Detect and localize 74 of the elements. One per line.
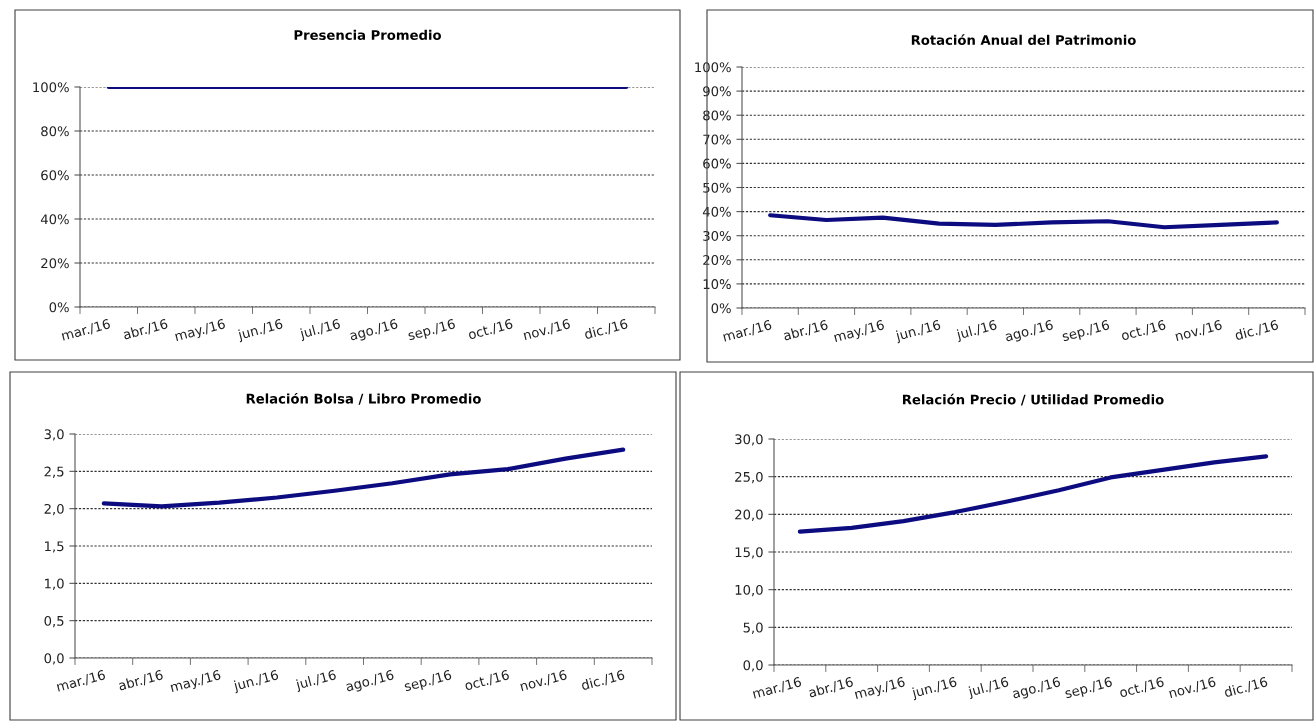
y-tick-label: 50%	[703, 182, 731, 193]
y-tick-label: 0,5	[44, 615, 64, 628]
y-tick-label: 20,0	[735, 509, 763, 521]
y-tick-label: 0,0	[743, 660, 763, 672]
x-tick-label: jul./16	[294, 669, 338, 693]
y-tick-label: 0,0	[44, 653, 64, 665]
x-tick-label: ago./16	[345, 669, 395, 695]
x-tick-label: dic./16	[1234, 319, 1279, 342]
x-tick-label: ago./16	[349, 318, 399, 344]
x-tick-label: dic./16	[580, 669, 626, 692]
y-tick-label: 1,0	[45, 578, 64, 590]
x-tick-label: oct./16	[467, 318, 514, 341]
chart-title: Rotación Anual del Patrimonio	[911, 34, 1136, 45]
y-tick-label: 0%	[711, 303, 731, 314]
x-tick-label: sep./16	[407, 318, 457, 343]
x-tick-label: mar./16	[56, 669, 106, 693]
y-tick-label: 20%	[41, 258, 69, 269]
x-tick-label: nov./16	[1168, 676, 1217, 700]
chart-title: Relación Bolsa / Libro Promedio	[246, 392, 481, 405]
x-tick-label: oct./16	[464, 669, 510, 692]
x-tick-label: ago./16	[1011, 676, 1062, 702]
x-tick-label: ago./16	[1004, 319, 1055, 345]
x-tick-label: may./16	[174, 318, 227, 344]
y-tick-label: 80%	[41, 126, 69, 137]
x-tick-label: jul./16	[955, 319, 998, 343]
y-tick-label: 20%	[703, 255, 731, 265]
chart-title: Relación Precio / Utilidad Promedio	[903, 393, 1164, 406]
y-tick-label: 40%	[702, 206, 731, 217]
x-tick-label: may./16	[169, 669, 222, 695]
x-tick-label: oct./16	[1120, 319, 1167, 342]
y-tick-label: 90%	[703, 86, 731, 97]
x-tick-label: jul./16	[298, 318, 342, 342]
y-tick-label: 10%	[703, 279, 731, 290]
y-tick-label: 3,0	[44, 429, 64, 441]
y-tick-label: 80%	[703, 110, 731, 121]
x-tick-label: oct./16	[1118, 676, 1165, 699]
y-tick-label: 70%	[703, 134, 731, 145]
y-tick-label: 1,5	[45, 541, 64, 553]
line-series	[768, 213, 1279, 230]
y-tick-label: 100%	[695, 62, 731, 73]
x-tick-label: abr./16	[122, 318, 169, 341]
y-tick-label: 2,5	[44, 466, 64, 478]
chart-title: Presencia Promedio	[294, 29, 441, 40]
line-series	[101, 447, 626, 509]
y-tick-label: 60%	[41, 170, 69, 181]
y-tick-label: 30,0	[735, 434, 763, 446]
y-tick-label: 25,0	[735, 471, 763, 484]
x-tick-label: mar./16	[722, 319, 773, 343]
x-tick-label: dic./16	[1223, 676, 1269, 699]
x-tick-label: mar./16	[61, 318, 111, 342]
y-tick-label: 30%	[703, 230, 731, 241]
y-tick-label: 15,0	[735, 547, 763, 559]
x-tick-label: dic./16	[583, 318, 629, 341]
x-tick-label: nov./16	[522, 318, 571, 342]
line-series	[797, 454, 1269, 534]
x-tick-label: may./16	[854, 676, 906, 702]
y-tick-label: 0%	[49, 302, 69, 313]
x-tick-label: abr./16	[117, 669, 164, 692]
y-tick-label: 10,0	[735, 584, 763, 597]
y-tick-label: 60%	[703, 158, 731, 169]
y-tick-label: 100%	[33, 82, 69, 93]
x-tick-label: abr./16	[782, 319, 829, 342]
x-tick-label: sep./16	[403, 669, 453, 694]
x-tick-label: may./16	[833, 319, 886, 345]
x-tick-label: nov./16	[519, 669, 568, 693]
y-tick-label: 5,0	[743, 622, 763, 634]
y-tick-label: 2,0	[44, 503, 64, 516]
x-tick-label: nov./16	[1174, 319, 1223, 343]
x-tick-label: jul./16	[967, 676, 1010, 700]
x-tick-label: sep./16	[1064, 676, 1114, 701]
x-tick-label: mar./16	[752, 676, 803, 700]
x-tick-label: abr./16	[807, 676, 854, 699]
y-tick-label: 40%	[40, 214, 69, 225]
x-tick-label: sep./16	[1061, 319, 1111, 344]
